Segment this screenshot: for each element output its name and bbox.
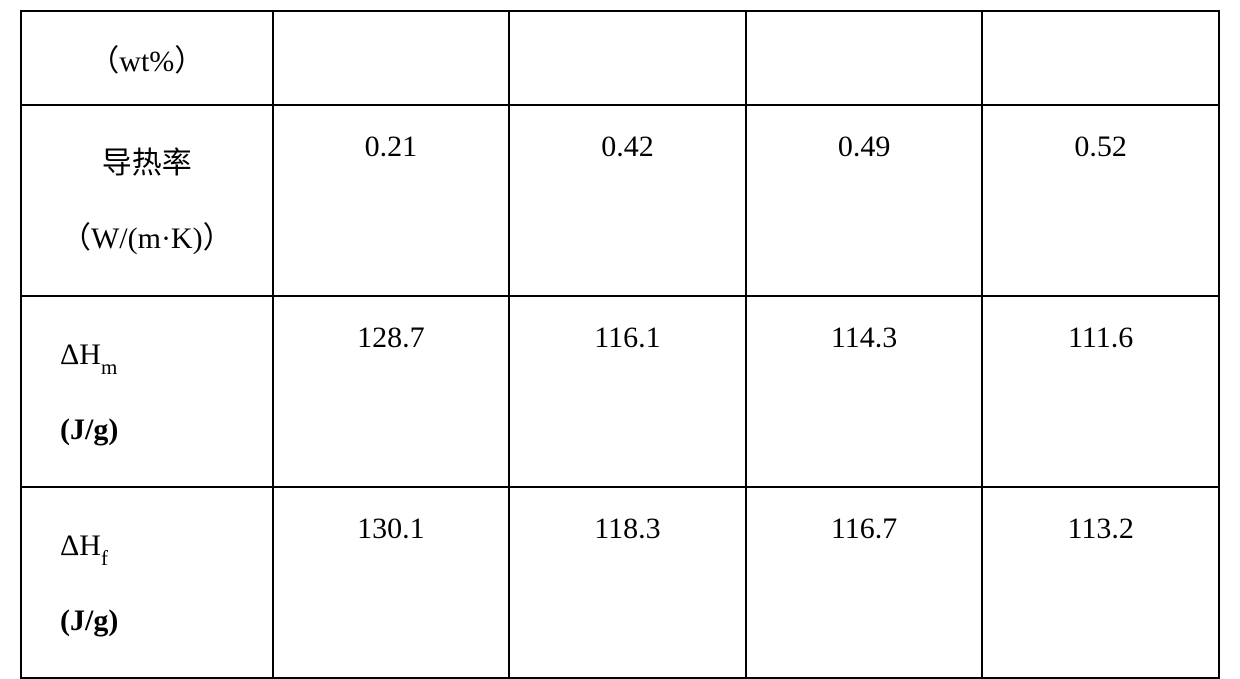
- cell-value: 111.6: [1068, 321, 1133, 354]
- cell: 116.7: [746, 487, 983, 678]
- label-stack: ΔHf (J/g): [22, 488, 272, 677]
- cell: 116.1: [509, 296, 746, 487]
- subscript-f: f: [101, 546, 108, 570]
- table-row: 导热率 （W/(m·K)） 0.21 0.42 0.49 0.52: [21, 105, 1219, 296]
- delta-h-text: ΔH: [60, 529, 101, 562]
- subscript-m: m: [101, 355, 117, 379]
- unit-text: J/g: [70, 604, 108, 637]
- label-stack: ΔHm (J/g): [22, 297, 272, 486]
- cell: 0.42: [509, 105, 746, 296]
- cell: 118.3: [509, 487, 746, 678]
- label-line1: 导热率: [102, 126, 192, 201]
- row-header-delta-hf: ΔHf (J/g): [21, 487, 273, 678]
- paren-open: (: [60, 604, 70, 637]
- cell: 0.52: [982, 105, 1219, 296]
- cell: 114.3: [746, 296, 983, 487]
- label-unit: (J/g): [60, 583, 118, 658]
- cell-value: 114.3: [831, 321, 897, 354]
- cell: [982, 11, 1219, 105]
- cell: 0.49: [746, 105, 983, 296]
- cell-value: 118.3: [594, 512, 660, 545]
- unit-text: J/g: [70, 413, 108, 446]
- paren-close: ): [108, 604, 118, 637]
- cell: 111.6: [982, 296, 1219, 487]
- row-header-thermal-conductivity: 导热率 （W/(m·K)）: [21, 105, 273, 296]
- row-header-wt-percent: （wt%）: [21, 11, 273, 105]
- cell: 113.2: [982, 487, 1219, 678]
- paren-close: ): [108, 413, 118, 446]
- cell: 128.7: [273, 296, 510, 487]
- cell-value: 130.1: [357, 512, 425, 545]
- label-stack: 导热率 （W/(m·K)）: [22, 106, 272, 295]
- table-container: （wt%） 导热率 （W/(m·K)） 0.21 0.42 0.49 0.52 …: [0, 0, 1240, 589]
- cell: 0.21: [273, 105, 510, 296]
- cell-value: 0.21: [365, 130, 418, 163]
- table-row: ΔHm (J/g) 128.7 116.1 114.3 111.6: [21, 296, 1219, 487]
- cell-value: 116.1: [594, 321, 660, 354]
- row-header-delta-hm: ΔHm (J/g): [21, 296, 273, 487]
- cell-value: 116.7: [831, 512, 897, 545]
- label-symbol: ΔHm: [60, 317, 117, 392]
- table-row: （wt%）: [21, 11, 1219, 105]
- data-table: （wt%） 导热率 （W/(m·K)） 0.21 0.42 0.49 0.52 …: [20, 10, 1220, 679]
- paren-open: (: [60, 413, 70, 446]
- label-line2: （W/(m·K)）: [61, 201, 233, 276]
- table-row: ΔHf (J/g) 130.1 118.3 116.7 113.2: [21, 487, 1219, 678]
- cell: [746, 11, 983, 105]
- cell-value: 0.52: [1074, 130, 1127, 163]
- label-symbol: ΔHf: [60, 508, 108, 583]
- cell: [509, 11, 746, 105]
- cell-value: 0.49: [838, 130, 891, 163]
- delta-h-text: ΔH: [60, 338, 101, 371]
- cell: 130.1: [273, 487, 510, 678]
- label-text: （wt%）: [89, 45, 204, 78]
- cell-value: 113.2: [1067, 512, 1133, 545]
- cell-value: 128.7: [357, 321, 425, 354]
- cell-value: 0.42: [601, 130, 654, 163]
- label-unit: (J/g): [60, 392, 118, 467]
- cell: [273, 11, 510, 105]
